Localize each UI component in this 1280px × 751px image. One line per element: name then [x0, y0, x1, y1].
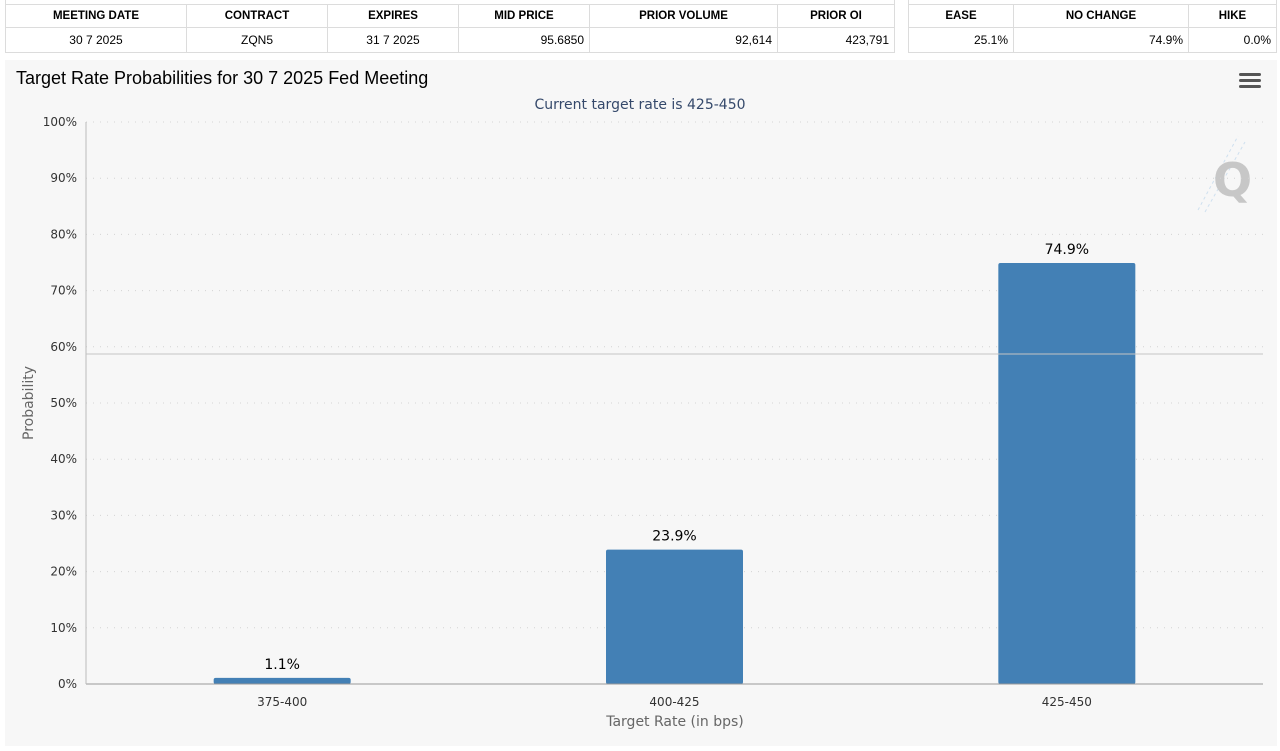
- quikstrike-logo: Q: [1197, 135, 1252, 213]
- bar-400-425[interactable]: [606, 549, 743, 684]
- y-tick-label: 50%: [50, 396, 77, 410]
- cell-ease: 25.1%: [908, 27, 1014, 53]
- y-axis-title: Probability: [21, 366, 37, 440]
- y-tick-label: 60%: [50, 340, 77, 354]
- outcome-table-row: 25.1% 74.9% 0.0%: [908, 27, 1277, 53]
- cell-meeting-date: 30 7 2025: [5, 27, 187, 53]
- chart-panel: Q 0% 10% 20% 30% 40% 50% 60% 70% 80% 90% 100% 1.1%…: [5, 60, 1277, 746]
- header-ease: EASE: [908, 4, 1014, 28]
- data-label: 74.9%: [1045, 242, 1089, 258]
- y-tick-label: 70%: [50, 284, 77, 298]
- meeting-table-header-row: MEETING DATE CONTRACT EXPIRES MID PRICE …: [5, 4, 895, 28]
- header-contract: CONTRACT: [186, 4, 328, 28]
- chart-subtitle: Current target rate is 425-450: [534, 97, 746, 113]
- watermark-letter: Q: [1213, 153, 1252, 207]
- y-tick-label: 30%: [50, 508, 77, 522]
- x-tick-labels: 375-400 400-425 425-450: [257, 695, 1092, 709]
- cell-expires: 31 7 2025: [327, 27, 459, 53]
- data-labels: 1.1% 23.9% 74.9%: [264, 242, 1089, 673]
- outcome-probability-table: EASE NO CHANGE HIKE 25.1% 74.9% 0.0%: [908, 0, 1277, 53]
- bar-425-450[interactable]: [998, 263, 1136, 684]
- header-mid-price: MID PRICE: [458, 4, 590, 28]
- cell-prior-oi: 423,791: [777, 27, 895, 53]
- y-tick-label: 100%: [43, 115, 77, 129]
- chart-title: Target Rate Probabilities for 30 7 2025 …: [16, 68, 429, 88]
- header-prior-volume: PRIOR VOLUME: [589, 4, 778, 28]
- bars: [213, 263, 1136, 684]
- header-prior-oi: PRIOR OI: [777, 4, 895, 28]
- header-expires: EXPIRES: [327, 4, 459, 28]
- header-no-change: NO CHANGE: [1013, 4, 1189, 28]
- meeting-table-row: 30 7 2025 ZQN5 31 7 2025 95.6850 92,614 …: [5, 27, 895, 53]
- y-tick-label: 10%: [50, 621, 77, 635]
- data-label: 23.9%: [652, 529, 696, 545]
- header-hike: HIKE: [1188, 4, 1277, 28]
- x-axis-title: Target Rate (in bps): [605, 714, 744, 730]
- y-tick-label: 0%: [58, 677, 77, 691]
- cell-mid-price: 95.6850: [458, 27, 590, 53]
- y-tick-labels: 0% 10% 20% 30% 40% 50% 60% 70% 80% 90% 100%: [43, 115, 77, 691]
- hamburger-menu-icon[interactable]: [1239, 73, 1261, 91]
- cell-hike: 0.0%: [1188, 27, 1277, 53]
- bar-375-400[interactable]: [213, 677, 351, 684]
- cell-no-change: 74.9%: [1013, 27, 1189, 53]
- data-label: 1.1%: [264, 657, 300, 673]
- y-tick-label: 40%: [50, 452, 77, 466]
- y-tick-label: 90%: [50, 171, 77, 185]
- bar-chart: Q 0% 10% 20% 30% 40% 50% 60% 70% 80% 90% 100% 1.1%…: [21, 115, 1263, 730]
- cell-prior-volume: 92,614: [589, 27, 778, 53]
- meeting-info-table: MEETING DATE CONTRACT EXPIRES MID PRICE …: [5, 0, 895, 53]
- y-tick-label: 20%: [50, 565, 77, 579]
- header-meeting-date: MEETING DATE: [5, 4, 187, 28]
- x-tick-label: 425-450: [1042, 695, 1092, 709]
- x-tick-label: 375-400: [257, 695, 307, 709]
- x-tick-label: 400-425: [649, 695, 699, 709]
- y-tick-label: 80%: [50, 227, 77, 241]
- cell-contract: ZQN5: [186, 27, 328, 53]
- outcome-table-header-row: EASE NO CHANGE HIKE: [908, 4, 1277, 28]
